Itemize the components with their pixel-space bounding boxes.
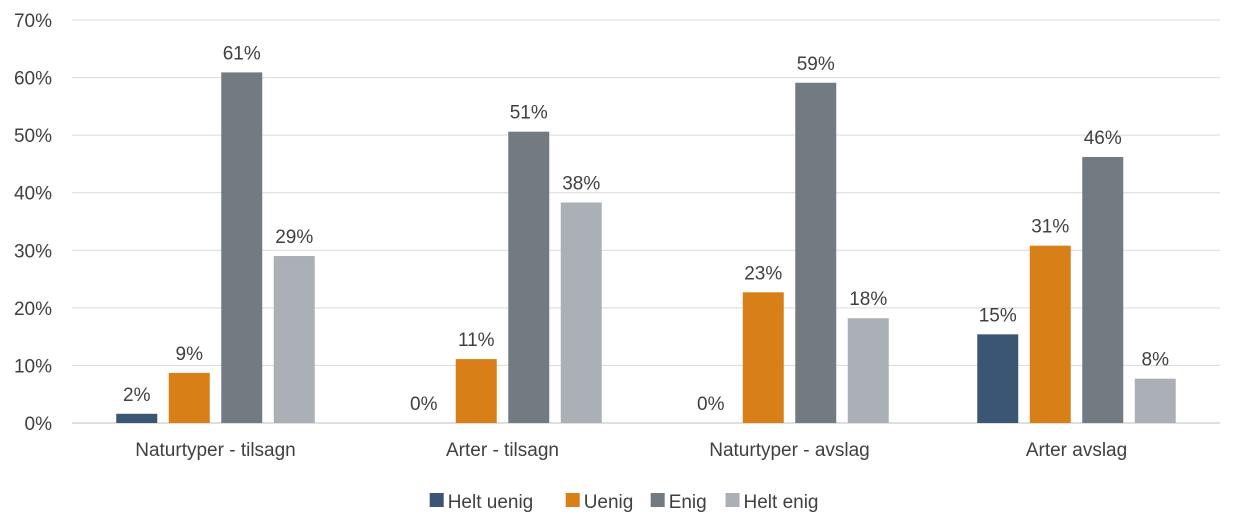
x-category-label: Arter - tilsagn [446, 440, 559, 461]
data-label: 9% [176, 344, 204, 365]
x-axis-categories: Naturtyper - tilsagn Arter - tilsagn Natur… [135, 440, 1127, 461]
data-label: 2% [123, 385, 151, 406]
legend: Helt uenig Uenig Enig Helt enig [429, 492, 819, 513]
bar [795, 82, 837, 423]
bar [116, 413, 158, 423]
y-tick-label: 20% [14, 299, 52, 320]
x-category-label: Arter avslag [1026, 440, 1127, 461]
bar [455, 359, 497, 423]
data-label: 11% [458, 330, 495, 351]
bar [508, 131, 550, 423]
data-label: 8% [1142, 350, 1170, 371]
data-label: 38% [562, 174, 600, 195]
data-label: 0% [410, 394, 438, 415]
bar [1082, 157, 1124, 423]
data-label: 15% [979, 305, 1017, 326]
y-tick-label: 70% [14, 11, 52, 32]
y-tick-label: 10% [14, 356, 52, 377]
data-label: 18% [849, 289, 887, 310]
legend-label: Uenig [584, 492, 634, 513]
y-axis-ticks: 0% 10% 20% 30% 40% 50% 60% 70% [14, 11, 52, 435]
bar [847, 318, 889, 423]
data-label: 0% [697, 394, 725, 415]
bar [977, 334, 1019, 423]
data-label: 51% [510, 103, 548, 124]
data-label: 46% [1084, 128, 1122, 149]
bar [1029, 245, 1071, 423]
legend-swatch [725, 493, 740, 507]
legend-label: Enig [669, 492, 707, 513]
bar [273, 256, 315, 423]
bar [1134, 378, 1176, 423]
data-label: 23% [744, 263, 782, 284]
legend-swatch [429, 493, 444, 507]
bars [116, 72, 1176, 423]
legend-swatch [565, 493, 580, 507]
legend-label: Helt enig [744, 492, 819, 513]
y-tick-label: 50% [14, 126, 52, 147]
y-tick-label: 40% [14, 184, 52, 205]
legend-label: Helt uenig [448, 492, 534, 513]
x-category-label: Naturtyper - tilsagn [135, 440, 296, 461]
y-tick-label: 60% [14, 69, 52, 90]
x-category-label: Naturtyper - avslag [709, 440, 870, 461]
bar [560, 202, 602, 423]
gridlines [72, 19, 1220, 424]
data-label: 59% [797, 54, 835, 75]
y-tick-label: 0% [25, 414, 53, 435]
bar [742, 292, 784, 423]
data-label: 61% [223, 43, 261, 64]
bar [168, 372, 210, 423]
legend-swatch [650, 493, 665, 507]
bar [221, 72, 263, 423]
data-label: 31% [1031, 217, 1069, 238]
data-label: 29% [275, 227, 313, 248]
data-labels: 2% 9% 61% 29% 0% 11% 51% 38% 0% 23% 59% 18% 15% 31% 46… [123, 43, 1169, 415]
y-tick-label: 30% [14, 241, 52, 262]
